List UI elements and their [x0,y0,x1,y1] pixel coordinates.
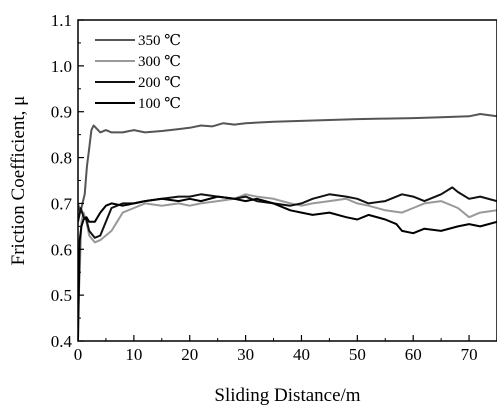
legend-label: 100 ℃ [138,96,181,112]
x-tick-label: 50 [349,345,366,364]
series-line-2 [78,186,497,239]
y-axis-title: Friction Coefficient, μ [8,96,29,266]
y-tick-label: 0.8 [51,149,72,168]
legend-label: 200 ℃ [138,75,181,91]
legend: 350 ℃ 300 ℃ 200 ℃ 100 ℃ [95,33,181,112]
x-tick-label: 10 [125,345,142,364]
y-axis: 0.4 0.5 0.6 0.7 0.8 0.9 1.0 1.1 [51,11,84,351]
y-tick-label: 0.5 [51,286,72,305]
legend-label: 350 ℃ [138,33,181,49]
y-tick-label: 1.0 [51,57,72,76]
y-tick-label: 0.6 [51,240,72,259]
series-layer [78,113,497,341]
x-tick-label: 0 [74,345,83,364]
y-tick-label: 0.9 [51,103,72,122]
y-tick-label: 0.7 [51,194,73,213]
x-tick-label: 40 [293,345,310,364]
series-line-1 [78,193,497,319]
series-line-3 [78,195,497,341]
legend-label: 300 ℃ [138,54,181,70]
x-axis-title: Sliding Distance/m [214,385,360,406]
x-tick-label: 20 [181,345,198,364]
x-tick-label: 70 [461,345,478,364]
y-tick-label: 1.1 [51,11,72,30]
series-line-0 [78,113,497,214]
x-tick-label: 60 [405,345,422,364]
x-tick-label: 30 [237,345,254,364]
y-tick-label: 0.4 [51,332,73,351]
x-axis: 0 10 20 30 40 50 60 70 [74,335,478,364]
